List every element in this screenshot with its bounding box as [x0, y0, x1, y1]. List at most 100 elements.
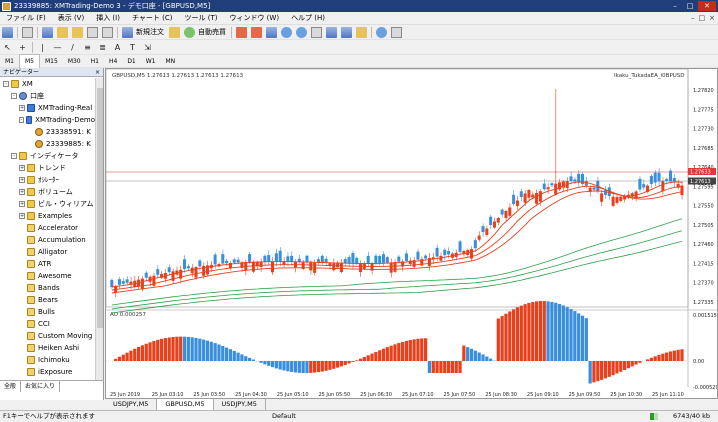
- fibonacci-icon[interactable]: ≣: [99, 42, 106, 52]
- auto-trading-icon[interactable]: [184, 26, 195, 38]
- navigator-node[interactable]: Ichimoku: [0, 354, 95, 366]
- menu-chart[interactable]: チャート (C): [131, 13, 173, 22]
- collapse-icon[interactable]: -: [11, 93, 17, 99]
- navigator-node[interactable]: ATR: [0, 258, 95, 270]
- navigator-node[interactable]: Bears: [0, 294, 95, 306]
- navigator-icon[interactable]: [72, 26, 83, 38]
- navigator-node[interactable]: Accumulation: [0, 234, 95, 246]
- timeframe-h1[interactable]: H1: [90, 57, 99, 65]
- navigator-node[interactable]: + ボリューム: [0, 186, 95, 198]
- zoom-out-icon[interactable]: [296, 26, 307, 38]
- navigator-node[interactable]: - インディケータ: [0, 150, 95, 162]
- navigator-node[interactable]: - XM: [0, 78, 95, 90]
- timeframe-h4[interactable]: H4: [108, 57, 118, 65]
- templates-icon[interactable]: [391, 26, 402, 38]
- navigator-node[interactable]: CCI: [0, 318, 95, 330]
- navigator-node[interactable]: Bands: [0, 282, 95, 294]
- collapse-icon[interactable]: -: [19, 117, 24, 123]
- cursor-icon[interactable]: ↖: [4, 42, 11, 52]
- navigator-node[interactable]: - 口座: [0, 90, 95, 102]
- maximize-button[interactable]: □: [686, 2, 694, 10]
- chart-tab-usdjpy-2[interactable]: USDJPY,M5: [214, 399, 266, 410]
- expand-icon[interactable]: +: [19, 201, 25, 207]
- navigator-node[interactable]: iExposure: [0, 366, 95, 378]
- menu-help[interactable]: ヘルプ (H): [291, 13, 326, 22]
- timeframe-m30[interactable]: M30: [67, 57, 81, 65]
- timeframe-m5[interactable]: M5: [19, 53, 40, 69]
- navigator-node[interactable]: Accelerator: [0, 222, 95, 234]
- navigator-node[interactable]: Custom Moving: [0, 330, 95, 342]
- navigator-node[interactable]: 23338591: K: [0, 126, 95, 138]
- collapse-icon[interactable]: -: [3, 81, 9, 87]
- new-order-button[interactable]: 新規注文: [136, 28, 164, 36]
- collapse-icon[interactable]: -: [11, 153, 17, 159]
- child-close-button[interactable]: ×: [709, 14, 715, 22]
- navigator-node[interactable]: 23339885: K: [0, 138, 95, 150]
- navigator-node[interactable]: Awesome: [0, 270, 95, 282]
- navigator-node[interactable]: Alligator: [0, 246, 95, 258]
- tab-favorites[interactable]: お気に入り: [21, 381, 61, 392]
- close-button[interactable]: ✕: [698, 1, 716, 11]
- new-chart-icon[interactable]: [2, 26, 13, 38]
- navigator-close-button[interactable]: ×: [94, 69, 100, 76]
- navigator-node[interactable]: + トレンド: [0, 162, 95, 174]
- vertical-line-icon[interactable]: |: [41, 42, 44, 52]
- timeframe-m1[interactable]: M1: [5, 57, 14, 65]
- child-restore-button[interactable]: □: [698, 14, 706, 22]
- price-chart[interactable]: GBPUSD,M5 1.27613 1.27613 1.27613 1.2761…: [106, 69, 717, 398]
- child-minimize-button[interactable]: –: [691, 14, 695, 22]
- navigator-node[interactable]: Bulls: [0, 306, 95, 318]
- strategy-tester-icon[interactable]: [102, 26, 113, 38]
- chart-window[interactable]: GBPUSD,M5 1.27613 1.27613 1.27613 1.2761…: [105, 68, 718, 399]
- menu-view[interactable]: 表示 (V): [57, 13, 85, 22]
- bar-chart-icon[interactable]: [236, 26, 247, 38]
- arrows-icon[interactable]: ⇲: [144, 42, 151, 52]
- timeframe-mn[interactable]: MN: [165, 57, 176, 65]
- menu-window[interactable]: ウィンドウ (W): [229, 13, 280, 22]
- channel-icon[interactable]: ≡: [84, 42, 91, 52]
- navigator-node[interactable]: + Examples: [0, 210, 95, 222]
- chart-tab-gbpusd[interactable]: GBPUSD,M5: [157, 399, 214, 410]
- tab-common[interactable]: 全般: [0, 381, 22, 392]
- expand-icon[interactable]: +: [19, 177, 25, 183]
- label-icon[interactable]: T: [130, 42, 135, 52]
- timeframe-w1[interactable]: W1: [145, 57, 156, 65]
- navigator-node[interactable]: - XMTrading-Demo: [0, 114, 95, 126]
- chart-shift-icon[interactable]: [341, 26, 352, 38]
- trendline-icon[interactable]: /: [71, 42, 74, 52]
- minimize-button[interactable]: –: [673, 2, 677, 10]
- data-window-icon[interactable]: [57, 26, 68, 38]
- meta-editor-icon[interactable]: [169, 26, 180, 38]
- chart-tab-usdjpy[interactable]: USDJPY,M5: [105, 399, 158, 410]
- candlestick-icon[interactable]: [251, 26, 262, 38]
- expand-icon[interactable]: +: [19, 213, 25, 219]
- expand-icon[interactable]: +: [19, 189, 25, 195]
- terminal-icon[interactable]: [87, 26, 98, 38]
- auto-trading-button[interactable]: 自動売買: [198, 28, 226, 36]
- menu-file[interactable]: ファイル (F): [6, 13, 46, 22]
- navigator-scrollbar[interactable]: [95, 78, 103, 380]
- expand-icon[interactable]: +: [19, 165, 25, 171]
- periods-icon[interactable]: [376, 26, 387, 38]
- timeframe-m15[interactable]: M15: [45, 57, 58, 65]
- navigator-node[interactable]: + ビル・ウィリアム: [0, 198, 95, 210]
- autoscroll-icon[interactable]: [326, 26, 337, 38]
- navigator-node[interactable]: Heiken Ashi: [0, 342, 95, 354]
- crosshair-icon[interactable]: +: [19, 42, 26, 52]
- new-order-icon[interactable]: [122, 26, 133, 38]
- expand-icon[interactable]: +: [19, 105, 25, 111]
- profiles-icon[interactable]: [22, 26, 33, 38]
- line-chart-icon[interactable]: [266, 26, 277, 38]
- indicators-icon[interactable]: [356, 26, 367, 38]
- zoom-in-icon[interactable]: [281, 26, 292, 38]
- tile-windows-icon[interactable]: [311, 26, 322, 38]
- menu-insert[interactable]: 挿入 (I): [96, 13, 120, 22]
- timeframe-d1[interactable]: D1: [127, 57, 136, 65]
- horizontal-line-icon[interactable]: —: [53, 42, 62, 52]
- text-icon[interactable]: A: [114, 42, 121, 52]
- navigator-node[interactable]: + ｵｼﾚｰﾀｰ: [0, 174, 95, 186]
- menu-tools[interactable]: ツール (T): [184, 13, 218, 22]
- scrollbar-thumb[interactable]: [97, 88, 103, 328]
- navigator-node[interactable]: + XMTrading-Real: [0, 102, 95, 114]
- market-watch-icon[interactable]: [42, 26, 53, 38]
